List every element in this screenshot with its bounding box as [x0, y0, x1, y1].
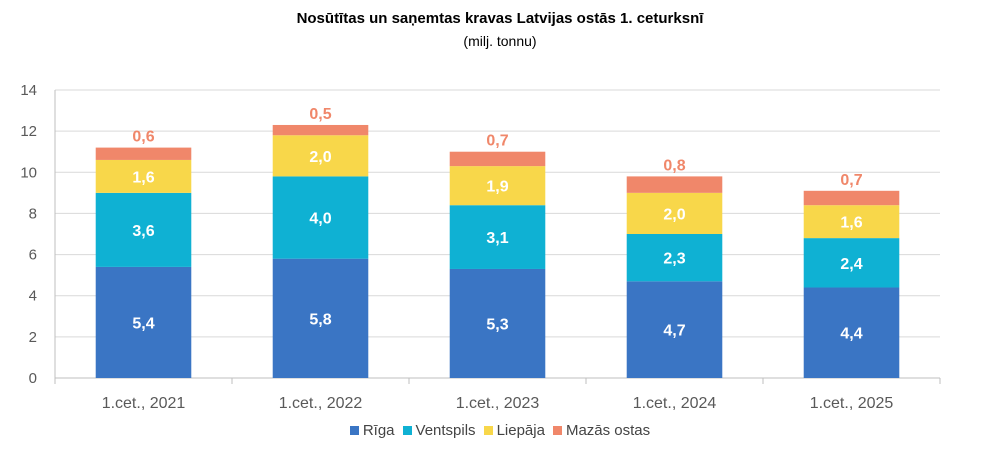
legend-item-riga: Rīga: [349, 422, 395, 439]
data-label: 5,8: [309, 311, 331, 328]
data-label: 0,7: [840, 172, 862, 189]
x-tick-label: 1.cet., 2023: [456, 395, 540, 412]
chart-title: Nosūtītas un saņemtas kravas Latvijas os…: [296, 10, 704, 27]
bar-segment: [449, 166, 546, 206]
bar-segment: [272, 176, 369, 259]
legend-swatch-ventspils: [402, 426, 412, 435]
bar-segment: [95, 192, 192, 267]
data-label: 2,3: [663, 251, 685, 268]
data-label: 2,4: [840, 256, 862, 273]
legend-label-riga: Rīga: [362, 422, 395, 439]
bar-segment: [272, 124, 369, 136]
bar-segment: [626, 192, 723, 234]
legend-item-liepaja: Liepāja: [483, 422, 545, 439]
data-label: 0,6: [132, 129, 154, 146]
bar-segment: [272, 135, 369, 177]
x-tick-label: 1.cet., 2022: [279, 395, 363, 412]
legend-swatch-riga: [349, 426, 359, 435]
y-tick-label: 2: [29, 329, 37, 346]
bar-segment: [95, 266, 192, 378]
data-label: 4,0: [309, 211, 331, 228]
data-label: 0,7: [486, 133, 508, 150]
data-label: 4,7: [663, 323, 685, 340]
data-label: 3,6: [132, 223, 154, 240]
y-tick-label: 10: [20, 164, 37, 181]
bar-segment: [626, 176, 723, 193]
x-tick-label: 1.cet., 2025: [810, 395, 894, 412]
y-tick-label: 0: [29, 370, 37, 387]
data-label: 5,3: [486, 316, 508, 333]
data-label: 2,0: [309, 149, 331, 166]
x-tick-label: 1.cet., 2024: [633, 395, 717, 412]
bar-segment: [626, 281, 723, 378]
legend-swatch-liepaja: [483, 426, 493, 435]
chart-subtitle: (milj. tonnu): [463, 33, 537, 49]
bar-segment: [803, 190, 900, 206]
bar-segment: [272, 258, 369, 378]
bar-segment: [803, 205, 900, 239]
bar-segment: [449, 268, 546, 378]
bar-segment: [449, 151, 546, 167]
data-label: 1,9: [486, 179, 508, 196]
legend: Rīga Ventspils Liepāja Mazās ostas: [0, 422, 1000, 439]
bar-segment: [95, 147, 192, 160]
legend-swatch-mazas-ostas: [552, 426, 562, 435]
data-label: 0,5: [309, 106, 331, 123]
legend-label-ventspils: Ventspils: [415, 422, 476, 439]
data-label: 1,6: [132, 169, 154, 186]
x-tick-label: 1.cet., 2021: [102, 395, 186, 412]
data-label: 1,6: [840, 215, 862, 232]
data-label: 4,4: [840, 326, 862, 343]
data-label: 3,1: [486, 230, 508, 247]
legend-item-mazas-ostas: Mazās ostas: [552, 422, 651, 439]
bar-segment: [626, 234, 723, 282]
bar-segment: [449, 205, 546, 269]
y-tick-label: 4: [29, 288, 37, 305]
bar-segment: [95, 159, 192, 193]
data-label: 5,4: [132, 315, 154, 332]
legend-item-ventspils: Ventspils: [402, 422, 476, 439]
bar-segment: [803, 287, 900, 378]
legend-label-mazas-ostas: Mazās ostas: [565, 422, 651, 439]
y-tick-label: 8: [29, 205, 37, 222]
bar-segment: [803, 238, 900, 288]
y-tick-label: 6: [29, 247, 37, 264]
data-label: 0,8: [663, 157, 685, 174]
y-tick-label: 12: [20, 123, 37, 140]
legend-label-liepaja: Liepāja: [496, 422, 545, 439]
data-label: 2,0: [663, 206, 685, 223]
y-tick-label: 14: [20, 82, 37, 99]
